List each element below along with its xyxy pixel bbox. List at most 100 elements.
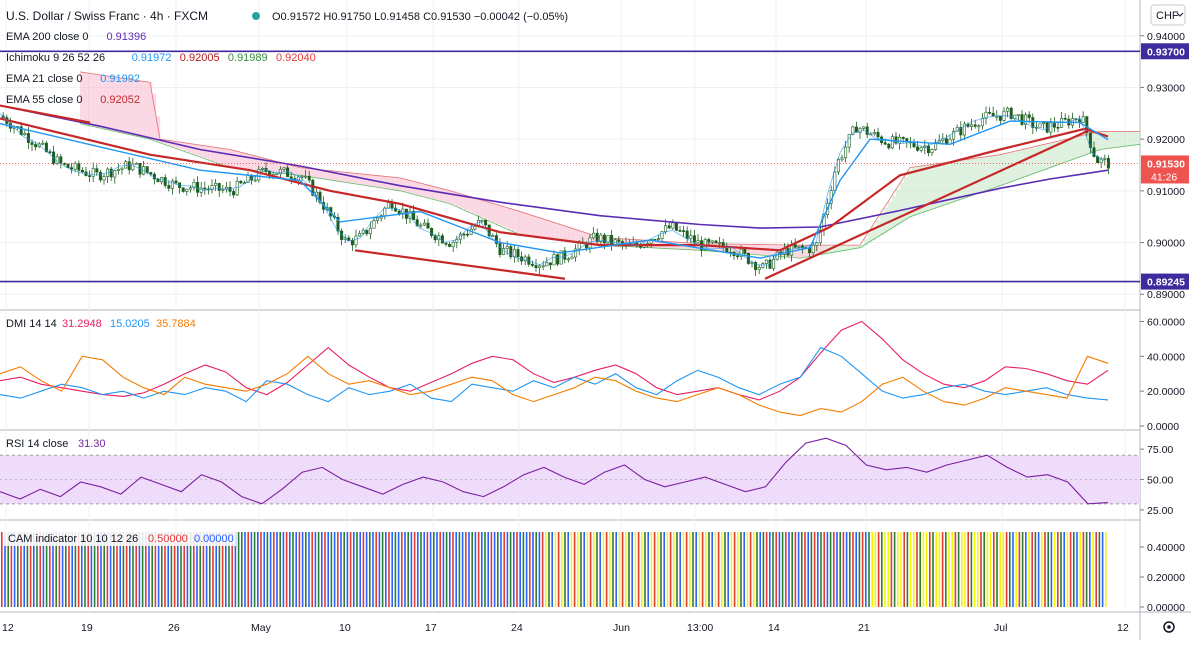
candle-body bbox=[955, 127, 959, 132]
dmi-title[interactable]: DMI 14 14 bbox=[6, 318, 57, 330]
cloud-segment bbox=[112, 76, 117, 131]
cam-bar bbox=[61, 532, 64, 607]
candle-body bbox=[232, 191, 236, 196]
candle-body bbox=[77, 163, 81, 171]
cam-bar bbox=[983, 532, 985, 607]
cloud-segment bbox=[344, 172, 349, 183]
cloud-segment bbox=[1044, 144, 1049, 170]
candle-body bbox=[862, 126, 866, 129]
x-tick-label: Jun bbox=[613, 622, 630, 634]
cam-bar bbox=[660, 532, 662, 607]
cam-bar bbox=[353, 532, 355, 607]
candle-body bbox=[347, 237, 351, 241]
candle-body bbox=[844, 146, 848, 159]
symbol-title[interactable]: U.S. Dollar / Swiss Franc · 4h · FXCM bbox=[6, 9, 208, 23]
cam-bar bbox=[596, 532, 598, 607]
cam-bar bbox=[426, 532, 429, 607]
cam-bar bbox=[541, 532, 544, 607]
cam-bar bbox=[599, 532, 601, 607]
cam-bar bbox=[145, 532, 147, 607]
gear-icon[interactable] bbox=[1163, 621, 1175, 633]
cam-bar bbox=[13, 532, 16, 607]
cloud-segment bbox=[236, 151, 241, 169]
candle-body bbox=[239, 180, 243, 184]
currency-button-bg[interactable] bbox=[1150, 4, 1186, 26]
candle-body bbox=[386, 202, 390, 209]
cam-bar bbox=[103, 532, 105, 607]
candle-body bbox=[145, 166, 149, 173]
rsi-axis-tick-label: 50.00 bbox=[1147, 475, 1173, 487]
gear-hub[interactable] bbox=[1167, 625, 1171, 629]
candle-body bbox=[412, 210, 416, 220]
cam-bar bbox=[77, 532, 80, 607]
cloud-segment bbox=[216, 147, 221, 163]
cam-bar bbox=[1037, 532, 1040, 607]
rsi-pane bbox=[0, 437, 1140, 505]
candle-body bbox=[667, 225, 671, 229]
cam-bar bbox=[356, 532, 358, 607]
cloud-segment bbox=[480, 199, 485, 218]
cloud-segment bbox=[1132, 131, 1137, 146]
candle-body bbox=[372, 220, 376, 229]
candle-body bbox=[656, 238, 660, 240]
cloud-segment bbox=[1080, 136, 1085, 157]
cam-bar bbox=[375, 532, 377, 607]
candle-body bbox=[484, 219, 488, 226]
cloud-segment bbox=[248, 154, 253, 170]
candle-body bbox=[714, 240, 718, 243]
indicator-legend-label[interactable]: EMA 21 close 0 bbox=[6, 73, 82, 85]
cloud-segment bbox=[472, 197, 477, 214]
cam-bar bbox=[39, 532, 41, 607]
candle-body bbox=[41, 142, 45, 145]
gear-ring[interactable] bbox=[1163, 621, 1175, 633]
indicator-legend-label[interactable]: EMA 200 close 0 bbox=[6, 31, 89, 43]
cam-bar bbox=[932, 532, 934, 607]
cam-bar bbox=[948, 532, 950, 607]
cam-bar bbox=[81, 532, 83, 607]
cam-bar bbox=[881, 532, 883, 607]
cam-bar bbox=[212, 532, 214, 607]
cam-bar bbox=[961, 532, 963, 607]
cam-bar bbox=[573, 532, 576, 607]
cloud-segment bbox=[468, 196, 473, 212]
cam-bar bbox=[241, 532, 243, 607]
candle-body bbox=[1027, 114, 1031, 118]
candle-body bbox=[743, 248, 747, 254]
rsi-title[interactable]: RSI 14 close bbox=[6, 438, 68, 450]
x-tick-label: 12 bbox=[2, 622, 14, 634]
cam-bar bbox=[199, 532, 201, 607]
cloud-segment bbox=[328, 170, 333, 180]
candle-body bbox=[1031, 117, 1035, 128]
candle-body bbox=[196, 182, 200, 193]
cam-bar bbox=[167, 532, 169, 607]
cam-bar bbox=[759, 532, 761, 607]
cam-bar bbox=[737, 532, 739, 607]
candle-body bbox=[257, 169, 261, 181]
candle-body bbox=[286, 167, 290, 178]
cam-bar bbox=[836, 532, 838, 607]
cam-bar bbox=[497, 532, 499, 607]
cam-bar bbox=[253, 532, 256, 607]
cam-title[interactable]: CAM indicator 10 10 12 26 bbox=[8, 533, 138, 545]
indicator-legend-label[interactable]: Ichimoku 9 26 52 26 bbox=[6, 52, 105, 64]
indicator-legend-label[interactable]: EMA 55 close 0 bbox=[6, 94, 82, 106]
price-axis-tick-label: 0.93000 bbox=[1147, 82, 1185, 94]
currency-button-label[interactable]: CHF bbox=[1156, 10, 1179, 22]
dmi-legend: DMI 14 14 31.2948 15.0205 35.7884 bbox=[6, 318, 196, 330]
cam-bar bbox=[29, 532, 32, 607]
cloud-segment bbox=[516, 210, 521, 234]
currency-button[interactable]: CHF bbox=[1150, 4, 1186, 26]
cam-bar bbox=[666, 532, 669, 607]
cam-bar bbox=[877, 532, 880, 607]
cam-bar bbox=[1095, 532, 1097, 607]
candle-body bbox=[203, 187, 207, 190]
cam-bar bbox=[100, 532, 102, 607]
candle-body bbox=[73, 163, 77, 170]
cam-bar bbox=[538, 532, 541, 607]
candle-body bbox=[451, 241, 455, 247]
last-price-tag bbox=[1141, 155, 1189, 184]
chart-header: U.S. Dollar / Swiss Franc · 4h · FXCM O0… bbox=[6, 9, 568, 23]
cam-bar bbox=[791, 532, 793, 607]
